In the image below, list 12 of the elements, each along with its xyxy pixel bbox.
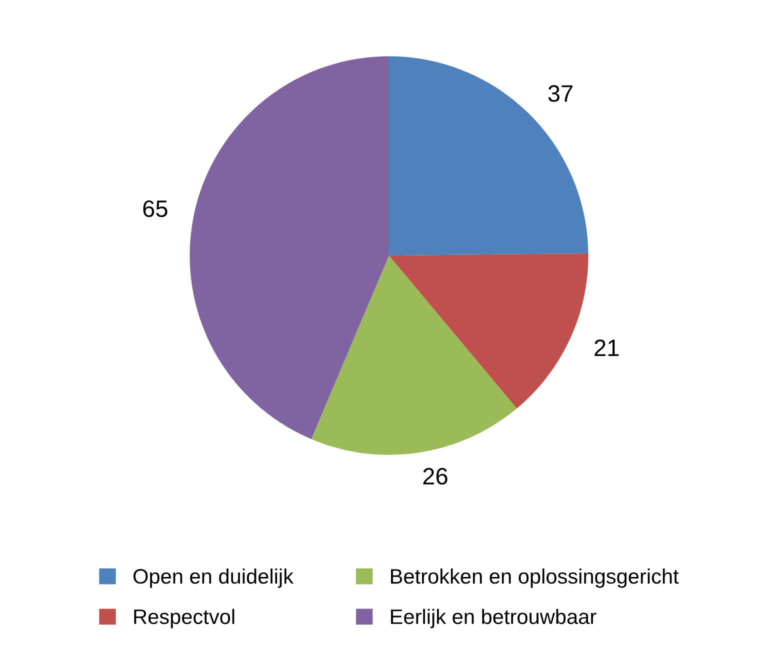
legend-label: Respectvol (134, 608, 234, 628)
legend-label: Eerlijk en betrouwbaar (391, 608, 596, 628)
data-label: 37 (548, 85, 572, 102)
pie-slice (389, 56, 588, 256)
data-label: 65 (143, 200, 168, 218)
pie-slice (389, 253, 588, 409)
data-label: 26 (423, 468, 448, 485)
legend-label: Betrokken en oplossingsgericht (391, 568, 679, 588)
legend-label: Open en duidelijk (133, 568, 294, 588)
data-label: 21 (594, 340, 619, 356)
pie-slice (311, 256, 517, 455)
pie-slice (190, 56, 389, 440)
